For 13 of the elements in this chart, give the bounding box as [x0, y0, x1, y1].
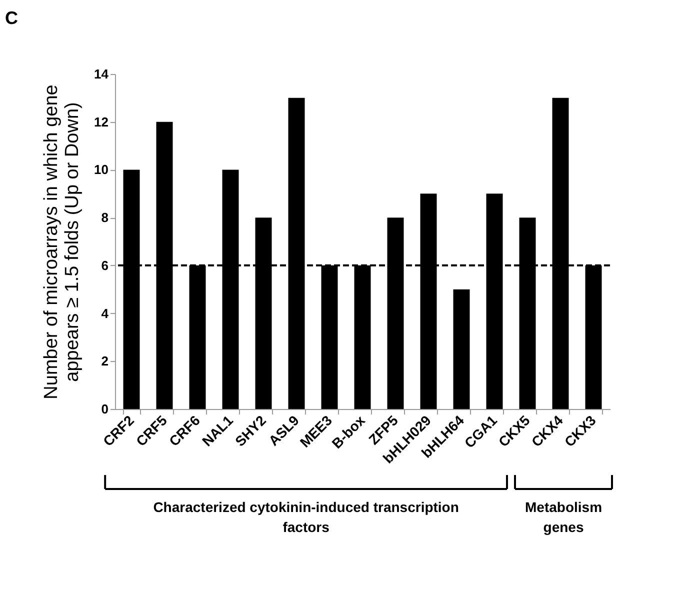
y-tick-label: 6	[101, 258, 108, 273]
y-tick-label: 0	[101, 402, 108, 416]
y-tick-label: 2	[101, 354, 108, 369]
text: Characterized cytokinin-induced transcription factors	[153, 499, 459, 535]
text: Metabolism genes	[524, 499, 602, 535]
y-tick-label: 14	[94, 66, 110, 82]
bar	[453, 289, 470, 409]
y-tick-label: 4	[101, 306, 110, 321]
y-axis-title: Number of microarrays in which gene appears ≥ 1.5 folds (Up or Down)	[41, 84, 84, 400]
y-tick-label: 10	[94, 162, 108, 178]
text: C	[5, 8, 18, 28]
y-tick-label: 12	[94, 114, 108, 130]
y-tick-label: 8	[101, 210, 108, 226]
